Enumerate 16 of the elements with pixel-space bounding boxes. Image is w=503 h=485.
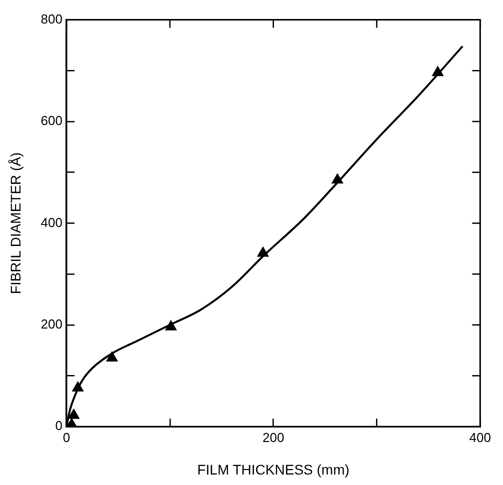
point	[165, 320, 177, 330]
x-tick-label: 400	[469, 430, 492, 445]
x-tick-label: 200	[262, 430, 284, 445]
point	[72, 381, 84, 392]
x-axis-title: FILM THICKNESS (mm)	[197, 461, 350, 478]
y-axis-title: FIBRIL DIAMETER (Å)	[7, 152, 24, 294]
point	[257, 246, 269, 257]
point	[106, 351, 118, 362]
y-tick-label: 400	[40, 214, 62, 230]
y-tick-label: 600	[40, 113, 62, 128]
point	[332, 173, 344, 184]
y-tick-label: 800	[40, 11, 62, 26]
y-tick-label: 0	[55, 418, 62, 434]
point	[432, 66, 444, 76]
y-tick-label: 200	[40, 316, 62, 332]
point	[68, 408, 80, 419]
